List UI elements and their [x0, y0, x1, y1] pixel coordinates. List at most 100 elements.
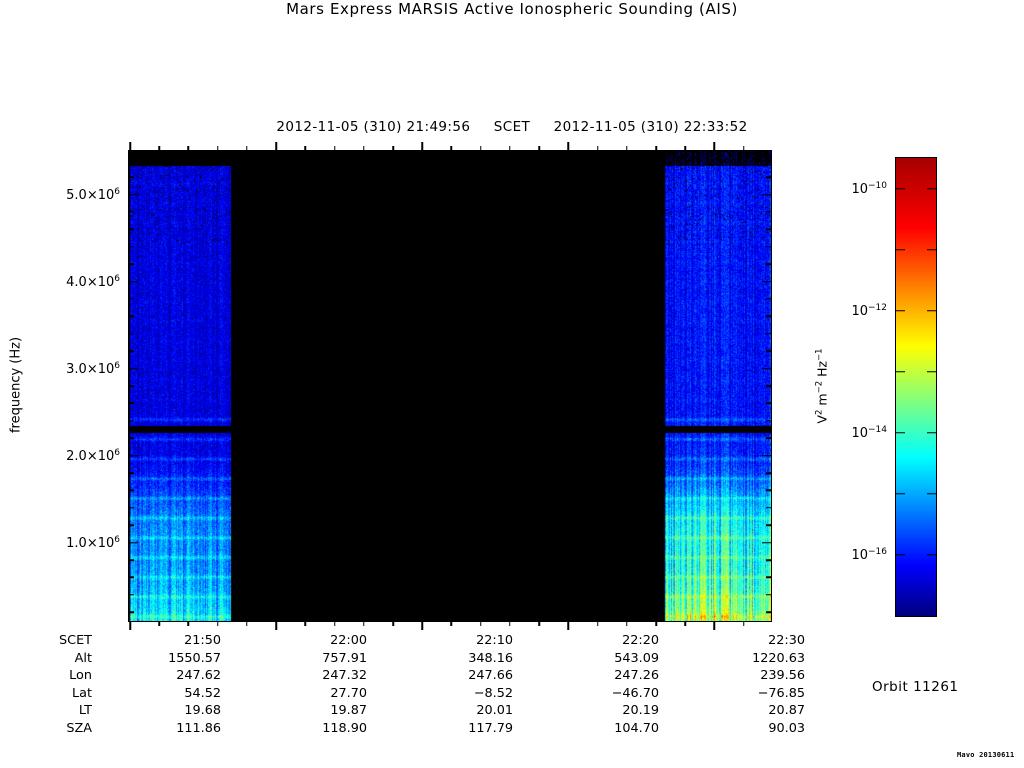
ephemeris-row-key: LT	[78, 703, 92, 719]
y-major-tick	[129, 280, 138, 283]
x-minor-tick	[216, 621, 219, 626]
colorbar-unit-label: V2 m−2 Hz−1	[814, 348, 829, 423]
x-minor-tick	[684, 146, 686, 151]
ephemeris-value: 118.90	[322, 720, 367, 736]
cb-unit-hz: Hz	[814, 360, 830, 381]
ephemeris-value: 21:50	[184, 633, 221, 648]
x-minor-tick	[509, 146, 511, 151]
x-minor-tick	[158, 621, 160, 626]
y-minor-tick	[766, 245, 771, 248]
y-minor-tick	[766, 507, 771, 509]
y-minor-tick	[766, 472, 771, 474]
y-tick-label-4: 5.0×106	[66, 186, 120, 203]
y-major-tick	[129, 541, 138, 544]
x-minor-tick	[596, 621, 599, 626]
x-minor-tick	[304, 621, 307, 626]
cb-unit-hz-exp: −1	[814, 348, 825, 361]
y-minor-tick	[129, 263, 134, 265]
y-minor-tick	[129, 176, 134, 178]
ephemeris-row-key: Lon	[69, 668, 92, 684]
y-tick-label-1: 2.0×106	[66, 447, 120, 464]
spectrogram-plot[interactable]: 1.0×106 2.0×106 3.0×106 4.0×106 5.0×106	[66, 142, 772, 630]
y-minor-tick	[129, 158, 134, 161]
y-minor-tick	[766, 350, 771, 352]
colorbar-tick-label-0: 10−10	[851, 180, 887, 197]
colorbar-gradient	[896, 158, 936, 616]
x-major-tick	[567, 621, 570, 630]
y-minor-tick	[766, 333, 771, 335]
x-minor-tick	[450, 146, 453, 151]
ephemeris-value: 54.52	[184, 685, 221, 701]
y-minor-tick	[129, 211, 134, 213]
ephemeris-value: 247.32	[322, 668, 367, 684]
colorbar-tick-label-2: 10−14	[851, 424, 887, 442]
y-major-tick	[129, 454, 138, 457]
colorbar-major-tick	[927, 310, 936, 312]
y-minor-tick	[766, 611, 771, 614]
cb-unit-v: V	[814, 415, 830, 424]
y-major-tick	[762, 367, 771, 370]
y-minor-tick	[766, 176, 771, 178]
x-minor-tick	[509, 621, 511, 626]
subtitle-text: 2012-11-05 (310) 21:49:56 SCET 2012-11-0…	[276, 119, 748, 135]
y-minor-tick	[129, 385, 134, 387]
colorbar-minor-tick	[927, 249, 936, 251]
x-minor-tick	[246, 621, 248, 626]
orbit-label: Orbit 11261	[872, 679, 959, 695]
y-minor-tick	[766, 228, 771, 231]
y-tick-label-2: 3.0×106	[66, 360, 120, 377]
ephemeris-table: SCET 21:50 22:00 22:10 22:20 22:30 Alt 1550.57 7…	[40, 632, 829, 738]
y-minor-tick	[129, 611, 134, 614]
y-tick-label-3: 4.0×106	[66, 273, 120, 290]
y-minor-tick	[766, 524, 771, 526]
colorbar[interactable]: 10−10 10−12 10−14 10−16	[851, 157, 937, 617]
ephemeris-value: 247.66	[468, 668, 513, 684]
colorbar-minor-tick	[927, 493, 936, 495]
ephemeris-value: 22:10	[476, 633, 513, 648]
ephemeris-value: 20.87	[768, 703, 805, 719]
x-minor-tick	[187, 621, 190, 626]
ephemeris-value: 19.87	[330, 703, 367, 719]
ephemeris-value: −46.70	[611, 685, 659, 701]
ephemeris-row: SZA 111.86 118.90 117.79 104.70 90.03	[40, 720, 829, 738]
x-minor-tick	[538, 621, 540, 626]
ephemeris-value: 247.26	[614, 668, 659, 684]
colorbar-tick-label-3: 10−16	[851, 546, 887, 564]
x-minor-tick	[333, 621, 336, 626]
y-minor-tick	[766, 559, 771, 561]
x-minor-tick	[655, 146, 657, 151]
ephemeris-value: 757.91	[322, 650, 367, 666]
ephemeris-value: 239.56	[760, 668, 805, 684]
cb-unit-v-exp: 2	[814, 409, 825, 416]
y-tick-label-0: 1.0×106	[66, 534, 120, 551]
y-minor-tick	[766, 437, 771, 439]
colorbar-major-tick	[927, 188, 936, 190]
ephemeris-value: 90.03	[768, 720, 805, 736]
y-minor-tick	[766, 211, 771, 213]
x-major-tick	[713, 621, 716, 630]
y-minor-tick	[129, 507, 134, 509]
ephemeris-value: 247.62	[176, 668, 221, 684]
ephemeris-value: 22:30	[768, 633, 805, 648]
y-minor-tick	[129, 576, 134, 579]
colorbar-minor-tick	[896, 493, 905, 495]
colorbar-major-tick	[896, 554, 905, 556]
x-major-tick	[713, 142, 716, 151]
ephemeris-row-key: Lat	[72, 685, 92, 701]
ephemeris-value: 1550.57	[168, 650, 221, 666]
y-minor-tick	[766, 263, 771, 265]
x-minor-tick	[333, 146, 336, 151]
y-major-tick	[129, 193, 138, 196]
y-minor-tick	[766, 298, 771, 300]
colorbar-major-tick	[927, 554, 936, 556]
cb-unit-m-exp: −2	[814, 380, 825, 394]
colorbar-minor-tick	[927, 371, 936, 373]
y-major-tick	[762, 454, 771, 457]
colorbar-minor-tick	[896, 249, 905, 251]
x-major-tick	[421, 142, 423, 151]
y-minor-tick	[129, 402, 134, 405]
y-minor-tick	[766, 402, 771, 405]
ephemeris-row: LT 19.68 19.87 20.01 20.19 20.87	[40, 702, 829, 720]
ephemeris-row: SCET 21:50 22:00 22:10 22:20 22:30	[40, 632, 829, 650]
page-title: Mars Express MARSIS Active Ionospheric S…	[286, 0, 738, 18]
